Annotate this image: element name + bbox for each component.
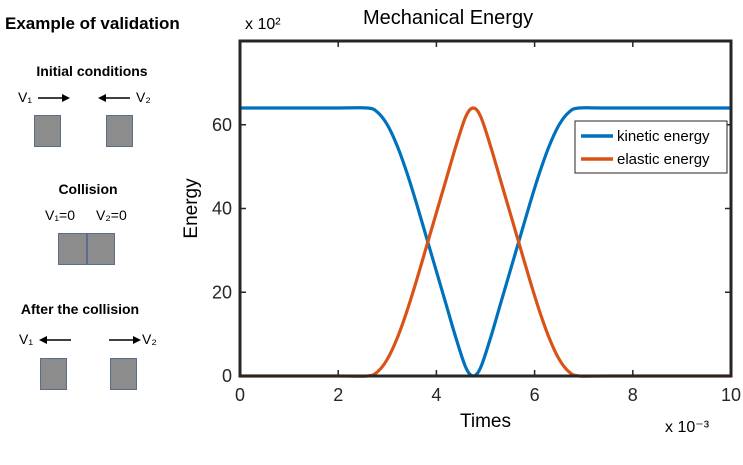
collision-v2-label: V₂=0 — [96, 207, 127, 223]
left-arrow-icon — [39, 336, 71, 344]
series-line-elastic-energy — [238, 106, 733, 378]
x-exponent-label: x 10⁻³ — [665, 419, 710, 436]
legend-entry: kinetic energy — [617, 128, 710, 145]
after-v1-label: V₁ — [19, 331, 34, 347]
x-tick-label: 10 — [721, 385, 741, 405]
after-collision-heading: After the collision — [20, 301, 140, 317]
left-arrow-icon — [98, 94, 130, 102]
right-arrow-icon — [109, 336, 141, 344]
x-tick-label: 2 — [333, 385, 343, 405]
legend-box — [574, 120, 728, 174]
x-tick-label: 0 — [235, 385, 245, 405]
initial-conditions-heading: Initial conditions — [36, 63, 148, 79]
block-1-initial — [34, 115, 61, 147]
x-tick-label: 6 — [530, 385, 540, 405]
y-axis-label: Energy — [181, 178, 202, 239]
y-exponent-label: x 10² — [245, 16, 281, 33]
y-tick-label: 40 — [212, 199, 232, 219]
initial-v1-label: V₁ — [18, 89, 33, 105]
y-tick-label: 20 — [212, 282, 232, 302]
right-arrow-icon — [38, 94, 70, 102]
legend: kinetic energy elastic energy — [574, 120, 728, 174]
plot-area-frame — [238, 39, 733, 378]
initial-v2-label: V₂ — [136, 89, 151, 105]
x-axis-label: Times — [460, 411, 511, 432]
after-v2-label: V₂ — [142, 331, 157, 347]
block-2-after — [110, 358, 137, 390]
y-tick-label: 60 — [212, 115, 232, 135]
panel-title: Example of validation — [5, 14, 180, 33]
block-1-after — [40, 358, 67, 390]
x-tick-label: 8 — [628, 385, 638, 405]
block-2-initial — [106, 115, 133, 147]
y-tick-label: 0 — [222, 366, 232, 386]
chart-title: Mechanical Energy — [363, 7, 534, 29]
block-2-collision — [87, 233, 115, 265]
legend-entry: elastic energy — [617, 151, 710, 168]
x-tick-label: 4 — [431, 385, 441, 405]
collision-heading: Collision — [58, 181, 118, 197]
block-1-collision — [58, 233, 87, 265]
collision-v1-label: V₁=0 — [45, 207, 76, 223]
